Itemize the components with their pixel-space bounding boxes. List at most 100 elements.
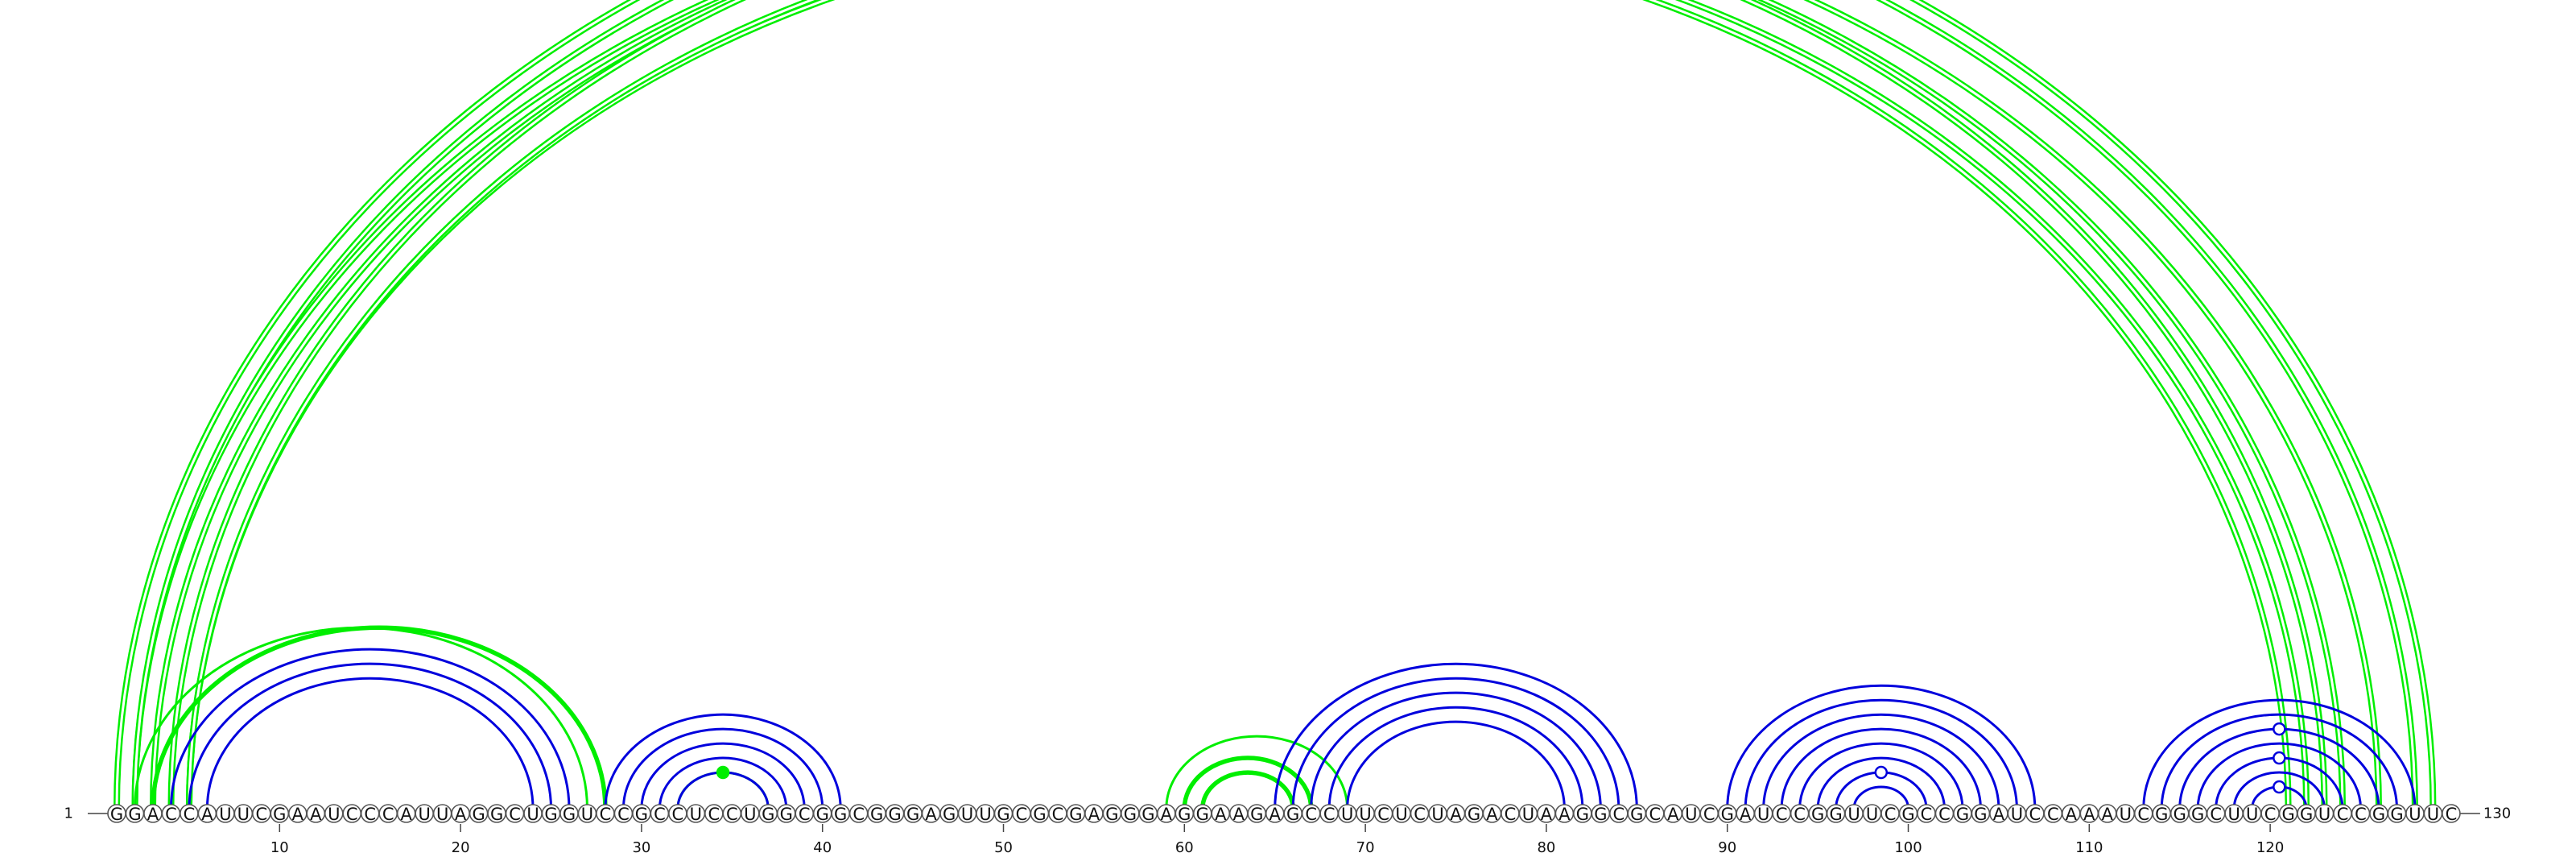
nucleotide-113: C [2133,804,2153,824]
nucleotide-78: C [1501,804,1520,824]
arc-pair-3-124 [149,0,2347,809]
nucleotide-64: G [1247,804,1267,824]
nucleotide-5: C [180,804,199,824]
nucleotide-112: U [2116,804,2136,824]
nucleotide-77: A [1482,804,1502,824]
svg-text:C: C [600,805,612,824]
arc-pair-118-123 [2232,771,2326,809]
nucleotide-85: G [1627,804,1647,824]
svg-text:C: C [1016,805,1028,824]
nucleotide-60: G [1174,804,1195,824]
svg-text:G: G [943,805,956,824]
nucleotide-75: A [1446,804,1466,824]
nucleotide-27: U [577,804,597,824]
svg-text:G: G [1141,805,1154,824]
nucleotide-28: C [596,804,615,824]
svg-text:U: U [979,805,991,824]
nucleotide-59: A [1157,804,1176,824]
svg-text:C: C [364,805,376,824]
svg-text:A: A [1740,805,1752,824]
arc-pair-2-128 [131,0,2418,809]
nucleotide-89: C [1699,804,1719,824]
svg-text:A: A [2066,805,2078,824]
svg-text:20: 20 [452,839,470,856]
nucleotide-105: A [1989,804,2008,824]
arc-pair-97-100 [1852,785,1910,809]
nucleotide-125: C [2351,804,2371,824]
svg-text:G: G [2174,805,2186,824]
nucleotide-101: C [1917,804,1936,824]
nucleotide-126: G [2369,804,2388,824]
nucleotide-38: G [776,804,796,824]
nucleotide-13: U [324,804,344,824]
nucleotide-40: G [812,804,832,824]
nucleotide-43: G [867,804,886,824]
arc-pair-94-103 [1798,742,1964,809]
svg-text:C: C [2355,805,2367,824]
svg-text:C: C [617,805,630,824]
svg-text:G: G [1468,805,1480,824]
nucleotide-80: A [1537,804,1556,824]
nucleotide-86: C [1645,804,1665,824]
nucleotide-69: U [1337,804,1357,824]
svg-text:U: U [1395,805,1407,824]
svg-text:U: U [1431,805,1443,824]
nucleotide-44: G [885,804,905,824]
arc-pair-59-69 [1165,735,1349,809]
svg-text:U: U [418,805,430,824]
nucleotide-23: C [505,804,525,824]
arcs-layer [114,0,2437,809]
nucleotide-98: U [1862,804,1882,824]
svg-text:C: C [1305,805,1317,824]
tick-110: 110 [2075,824,2103,856]
nucleotide-63: A [1228,804,1249,824]
svg-text:G: G [1576,805,1589,824]
svg-text:U: U [2409,805,2421,824]
svg-text:30: 30 [632,839,650,856]
svg-text:C: C [852,805,865,824]
svg-text:G: G [110,805,123,824]
nucleotide-42: C [848,804,869,824]
arc-pair-90-107 [1726,684,2037,809]
nucleotide-2: G [125,804,145,824]
nucleotide-120: C [2260,804,2280,824]
svg-text:A: A [1161,805,1173,824]
nucleotide-96: G [1826,804,1846,824]
arc-pair-69-81 [1346,720,1566,809]
svg-text:G: G [780,805,793,824]
svg-text:C: C [2337,805,2349,824]
nucleotide-99: C [1880,804,1900,824]
svg-text:C: C [1794,805,1806,824]
arc-pair-67-83 [1310,691,1602,809]
nucleotide-72: U [1392,804,1411,824]
svg-text:U: U [436,805,448,824]
svg-text:G: G [1124,805,1137,824]
nucleotide-114: G [2152,804,2172,824]
nucleotide-53: C [1048,804,1067,824]
arc-pair-1-129 [114,0,2437,809]
tick-70: 70 [1356,824,1375,856]
svg-text:A: A [400,805,412,824]
svg-text:G: G [2390,805,2403,824]
svg-text:G: G [1901,805,1914,824]
svg-text:G: G [870,805,883,824]
svg-text:A: A [1088,805,1100,824]
nucleotide-71: C [1373,804,1393,824]
svg-text:A: A [201,805,213,824]
nucleotide-25: G [541,804,561,824]
svg-text:C: C [165,805,177,824]
nucleotide-70: U [1356,804,1375,824]
nucleotide-103: G [1953,804,1972,824]
nucleotide-56: G [1102,804,1122,824]
svg-text:G: G [2300,805,2313,824]
nucleotide-115: G [2169,804,2190,824]
tick-layer: 10 20 30 40 50 60 70 80 90 100 110 120 [270,824,2284,856]
arc-pair-29-40 [621,727,824,809]
svg-text:G: G [563,805,576,824]
arc-pair-66-84 [1291,677,1620,809]
nucleotide-19: U [432,804,452,824]
svg-text:G: G [1105,805,1118,824]
nucleotide-122: G [2297,804,2316,824]
svg-text:G: G [1630,805,1643,824]
nucleotide-1: G [107,804,126,824]
